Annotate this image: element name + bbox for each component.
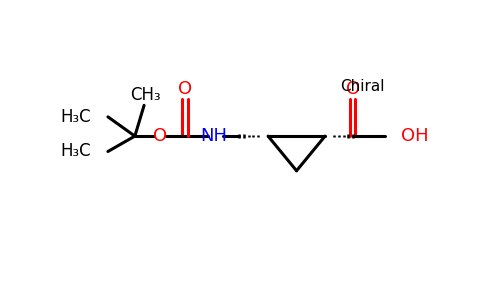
Text: O: O: [346, 80, 360, 98]
Text: Chiral: Chiral: [340, 79, 384, 94]
Text: OH: OH: [401, 127, 428, 145]
Text: O: O: [178, 80, 192, 98]
Text: O: O: [153, 127, 167, 145]
Text: H₃C: H₃C: [60, 142, 91, 160]
Text: CH₃: CH₃: [130, 86, 161, 104]
Text: H₃C: H₃C: [60, 108, 91, 126]
Text: NH: NH: [201, 127, 227, 145]
